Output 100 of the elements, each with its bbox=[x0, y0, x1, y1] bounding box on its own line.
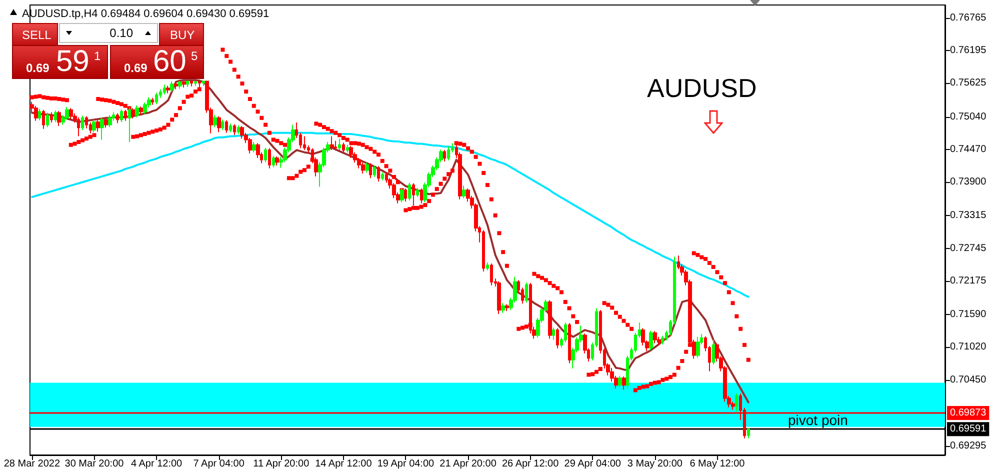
x-tick-label: 7 Apr 04:00 bbox=[193, 458, 245, 470]
x-tick-label: 30 Mar 20:00 bbox=[64, 458, 124, 470]
candlestick bbox=[330, 136, 334, 151]
x-tick-label: 19 Apr 04:00 bbox=[377, 458, 435, 470]
candlestick bbox=[163, 84, 166, 95]
candlestick bbox=[369, 162, 372, 179]
candlestick bbox=[34, 105, 38, 122]
candlestick bbox=[696, 336, 700, 358]
candlestick bbox=[233, 124, 236, 136]
candlestick bbox=[202, 80, 205, 86]
y-tick-label: 0.73900 bbox=[950, 176, 987, 188]
candlestick bbox=[178, 80, 182, 90]
candlestick bbox=[346, 144, 349, 153]
y-tick-label: 0.71590 bbox=[950, 309, 987, 320]
buy-button[interactable]: BUY bbox=[159, 23, 204, 46]
annotation: BUY bbox=[170, 28, 195, 42]
annotation: 59 bbox=[56, 45, 90, 79]
y-tick-label: 0.76765 bbox=[950, 12, 987, 24]
candlestick bbox=[69, 108, 73, 120]
annotation: pivot poin bbox=[788, 412, 848, 428]
x-tick-label: 4 Apr 12:00 bbox=[130, 458, 183, 470]
candlestick bbox=[404, 188, 407, 202]
x-tick-label: 21 Apr 20:00 bbox=[440, 458, 497, 470]
candlestick bbox=[221, 119, 224, 130]
x-tick-label: 6 May 12:00 bbox=[690, 458, 746, 470]
annotation: 0.69 bbox=[26, 61, 50, 75]
x-tick-label: 26 Apr 12:00 bbox=[502, 458, 560, 470]
candlestick bbox=[408, 182, 411, 201]
candlestick bbox=[38, 108, 41, 121]
ref-line-label: 0.69873 bbox=[950, 407, 987, 418]
candlestick bbox=[116, 112, 119, 124]
candlestick bbox=[135, 104, 139, 118]
annotation: 0.69 bbox=[124, 61, 148, 75]
candlestick bbox=[568, 322, 571, 364]
candlestick bbox=[649, 330, 653, 351]
candlestick bbox=[381, 172, 384, 181]
candlestick bbox=[365, 162, 369, 173]
candlestick bbox=[54, 110, 57, 122]
candlestick bbox=[256, 142, 260, 159]
y-tick-label: 0.71020 bbox=[950, 342, 987, 353]
candlestick bbox=[268, 148, 271, 169]
lot-size-field[interactable]: 0.10 bbox=[59, 23, 158, 43]
candlestick bbox=[622, 376, 626, 390]
candlestick bbox=[166, 85, 170, 94]
y-tick-label: 0.72175 bbox=[950, 276, 987, 287]
candlestick bbox=[342, 142, 345, 154]
candlestick bbox=[77, 116, 80, 137]
candlestick bbox=[443, 150, 446, 162]
candlestick bbox=[108, 114, 112, 128]
y-tick-label: 0.69295 bbox=[950, 440, 987, 452]
candlestick bbox=[361, 162, 365, 174]
candlestick bbox=[174, 81, 178, 90]
x-tick-label: 11 Apr 20:00 bbox=[253, 458, 310, 470]
candlestick bbox=[186, 80, 189, 88]
candlestick bbox=[240, 125, 244, 140]
candlestick bbox=[377, 166, 380, 182]
annotation: AUDUSD bbox=[647, 73, 757, 104]
candlestick bbox=[447, 146, 450, 161]
candlestick bbox=[735, 393, 738, 412]
candlestick bbox=[46, 112, 49, 128]
annotation: 60 bbox=[153, 45, 186, 79]
candlestick bbox=[229, 123, 232, 133]
candlestick bbox=[57, 110, 61, 126]
sell-button[interactable]: SELL bbox=[12, 23, 58, 46]
candlestick bbox=[124, 109, 127, 122]
candlestick bbox=[120, 108, 123, 122]
ref-line-label: 0.69591 bbox=[950, 424, 987, 435]
y-tick-label: 0.75040 bbox=[950, 111, 987, 122]
annotation: 1 bbox=[94, 49, 101, 63]
candlestick bbox=[139, 106, 143, 116]
candlestick bbox=[556, 328, 559, 349]
candlestick bbox=[505, 304, 509, 312]
x-tick-label: 28 Mar 2022 bbox=[4, 458, 60, 470]
candlestick bbox=[104, 117, 108, 128]
candlestick bbox=[552, 327, 555, 340]
candlestick bbox=[96, 120, 100, 132]
annotation: 5 bbox=[191, 49, 198, 63]
candlestick bbox=[151, 97, 154, 106]
candlestick bbox=[248, 137, 252, 154]
candlestick bbox=[525, 282, 528, 304]
candlestick bbox=[548, 300, 552, 340]
candlestick bbox=[170, 80, 174, 93]
y-tick-label: 0.75625 bbox=[950, 78, 987, 89]
candlestick bbox=[252, 142, 256, 153]
candlestick bbox=[618, 375, 622, 388]
candlestick bbox=[217, 116, 221, 133]
candlestick bbox=[462, 185, 466, 199]
candlestick bbox=[143, 102, 147, 114]
candlestick bbox=[81, 115, 84, 130]
annotation: 0.10 bbox=[110, 26, 133, 40]
candlestick bbox=[272, 155, 275, 168]
y-tick-label: 0.74470 bbox=[950, 144, 987, 155]
candlestick bbox=[334, 140, 337, 152]
candlestick bbox=[237, 124, 240, 134]
candlestick bbox=[275, 156, 279, 166]
x-tick-label: 3 May 20:00 bbox=[627, 458, 683, 470]
candlestick bbox=[225, 120, 228, 134]
candlestick bbox=[155, 92, 158, 105]
annotation: SELL bbox=[22, 28, 52, 42]
candlestick bbox=[564, 322, 567, 343]
